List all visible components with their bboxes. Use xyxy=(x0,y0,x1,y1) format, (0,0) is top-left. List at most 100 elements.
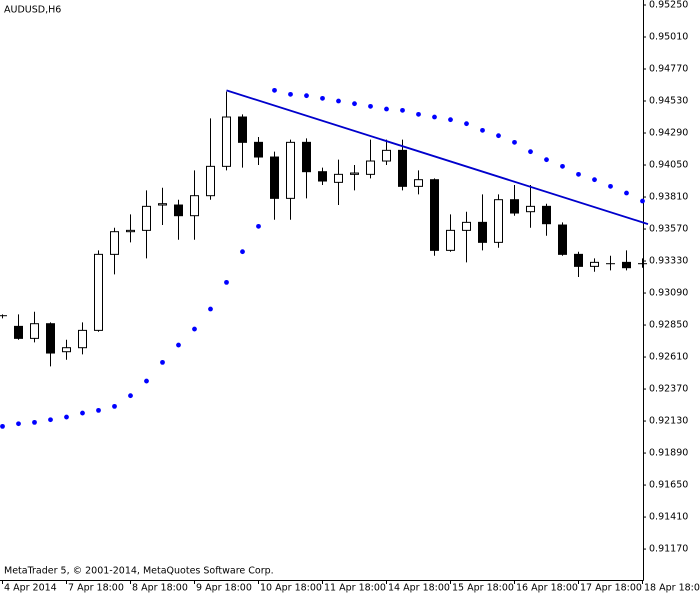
sar-dot xyxy=(0,423,5,429)
sar-dot xyxy=(608,183,613,189)
y-tick-label: 0.91890 xyxy=(649,448,688,459)
candle-body xyxy=(238,116,247,143)
sar-dot xyxy=(368,103,373,109)
y-tick-label: 0.95010 xyxy=(649,32,688,43)
sar-dot xyxy=(416,111,421,117)
candle-body xyxy=(334,173,343,183)
candle-body xyxy=(414,179,423,187)
candle-body xyxy=(206,165,215,197)
candle-body xyxy=(398,149,407,187)
candle-body xyxy=(510,199,519,214)
y-tick-label: 0.92130 xyxy=(649,416,688,427)
chart-title: AUDUSD,H6 xyxy=(4,5,61,16)
sar-dot xyxy=(528,149,533,155)
sar-dot xyxy=(192,326,197,332)
x-tick-label: 14 Apr 18:00 xyxy=(388,583,450,594)
sar-dot xyxy=(624,190,629,196)
x-tick-label: 4 Apr 2014 xyxy=(4,583,57,594)
candle-body xyxy=(222,116,231,167)
sar-dot xyxy=(592,177,597,183)
candle-body xyxy=(14,325,23,339)
candle-body xyxy=(158,203,167,206)
y-tick-label: 0.93570 xyxy=(649,224,688,235)
y-tick-label: 0.94770 xyxy=(649,64,688,75)
sar-dot xyxy=(576,171,581,177)
y-tick-label: 0.95250 xyxy=(649,0,688,11)
sar-dot xyxy=(336,98,341,104)
candle-body xyxy=(190,195,199,217)
sar-dot xyxy=(256,223,261,229)
candle-body xyxy=(382,149,391,162)
candle-body xyxy=(318,171,327,182)
sar-dot xyxy=(32,419,37,425)
x-tick-label: 16 Apr 18:00 xyxy=(516,583,578,594)
sar-dot xyxy=(64,414,69,420)
candle-body xyxy=(366,160,375,175)
x-tick-label: 8 Apr 18:00 xyxy=(132,583,188,594)
y-tick-label: 0.92610 xyxy=(649,352,688,363)
sar-dot xyxy=(400,107,405,113)
candle-body xyxy=(446,229,455,251)
x-tick-label: 10 Apr 18:00 xyxy=(260,583,322,594)
candle-body xyxy=(494,199,503,243)
sar-dot xyxy=(432,114,437,120)
y-tick-label: 0.91410 xyxy=(649,512,688,523)
sar-dot xyxy=(272,87,277,93)
sar-dot xyxy=(160,359,165,365)
sar-dot xyxy=(208,306,213,312)
candle-body xyxy=(174,204,183,217)
sar-dot xyxy=(80,410,85,416)
sar-dot xyxy=(224,279,229,285)
candle-body xyxy=(94,253,103,331)
candle-body xyxy=(126,229,135,233)
sar-dot xyxy=(304,93,309,99)
sar-dot xyxy=(640,198,645,204)
candle-body xyxy=(110,231,119,255)
sar-dot xyxy=(560,163,565,169)
sar-dot xyxy=(320,95,325,101)
y-tick-label: 0.91650 xyxy=(649,480,688,491)
y-tick-label: 0.92370 xyxy=(649,384,688,395)
sar-dot xyxy=(288,91,293,97)
y-tick-label: 0.92850 xyxy=(649,320,688,331)
x-tick-label: 18 Apr 18:00 xyxy=(644,583,700,594)
sar-dot xyxy=(128,393,133,399)
y-tick-label: 0.94290 xyxy=(649,128,688,139)
x-tick-label: 15 Apr 18:00 xyxy=(452,583,514,594)
candle-body xyxy=(30,323,39,339)
candle-body xyxy=(478,221,487,243)
candle-body xyxy=(430,179,439,251)
y-tick-label: 0.94530 xyxy=(649,96,688,107)
sar-dot xyxy=(480,127,485,133)
candle-body xyxy=(558,224,567,255)
x-tick-label: 17 Apr 18:00 xyxy=(580,583,642,594)
sar-dot xyxy=(352,101,357,107)
y-tick-label: 0.94050 xyxy=(649,160,688,171)
y-tick-label: 0.93810 xyxy=(649,192,688,203)
candle-body xyxy=(62,347,71,353)
sar-dot xyxy=(112,403,117,409)
copyright: MetaTrader 5, © 2001-2014, MetaQuotes So… xyxy=(4,566,274,577)
x-tick-label: 9 Apr 18:00 xyxy=(196,583,252,594)
candle-body xyxy=(526,205,535,213)
candle-body xyxy=(254,141,263,158)
sar-dot xyxy=(240,249,245,255)
x-tick-label: 11 Apr 18:00 xyxy=(324,583,386,594)
sar-dot xyxy=(544,157,549,163)
candle-body xyxy=(270,156,279,199)
sar-dot xyxy=(512,139,517,145)
trendline xyxy=(226,89,649,225)
candle-body xyxy=(286,141,295,199)
candle-body xyxy=(574,253,583,267)
candle-body xyxy=(350,172,359,175)
y-tick-label: 0.91170 xyxy=(649,544,688,555)
y-tick-label: 0.93090 xyxy=(649,288,688,299)
candle-body xyxy=(142,205,151,231)
sar-dot xyxy=(96,407,101,413)
candle-body xyxy=(622,261,631,269)
candle-body xyxy=(590,261,599,267)
candle-body xyxy=(462,221,471,231)
candle-body xyxy=(46,323,55,354)
